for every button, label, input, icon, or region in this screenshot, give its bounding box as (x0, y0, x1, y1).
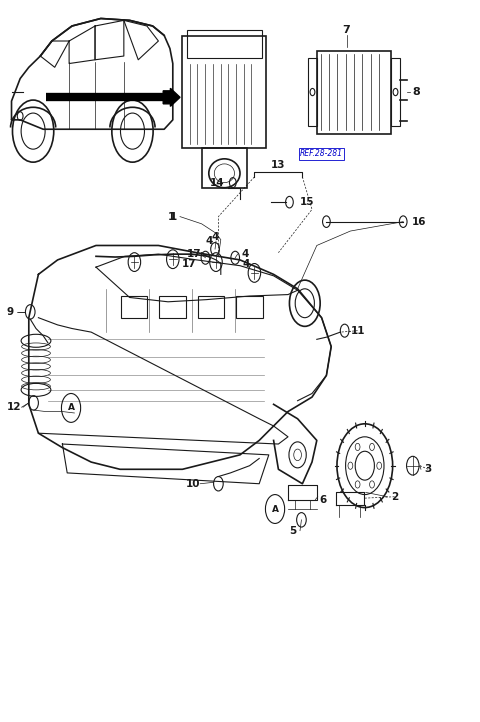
Text: 4: 4 (242, 258, 250, 269)
Bar (391, 58, 400, 126)
Text: 16: 16 (412, 217, 426, 227)
Text: A: A (272, 505, 278, 513)
Bar (317, 51, 391, 134)
Text: 4: 4 (241, 249, 249, 259)
Bar (308, 58, 317, 126)
Text: 7: 7 (343, 25, 350, 35)
Text: 15: 15 (300, 197, 314, 207)
Bar (187, 30, 262, 58)
Text: 13: 13 (271, 160, 286, 170)
Bar (202, 148, 247, 188)
FancyArrow shape (163, 88, 180, 106)
Bar (236, 296, 263, 318)
Bar (182, 36, 266, 148)
Text: 5: 5 (289, 526, 297, 536)
Bar (121, 296, 147, 318)
Text: A: A (68, 404, 74, 412)
Text: 17: 17 (187, 249, 201, 259)
Text: 4: 4 (211, 232, 219, 242)
Text: 6: 6 (319, 495, 326, 505)
Text: 14: 14 (210, 178, 224, 188)
Text: 4: 4 (205, 236, 213, 246)
Text: 2: 2 (391, 492, 398, 502)
Text: 12: 12 (7, 402, 22, 412)
Text: 10: 10 (186, 479, 200, 489)
Bar (198, 296, 224, 318)
Text: 1: 1 (169, 212, 177, 222)
Text: 17: 17 (182, 258, 197, 269)
Bar (159, 296, 186, 318)
Text: REF.28-281: REF.28-281 (300, 149, 343, 158)
Text: 11: 11 (350, 326, 365, 336)
Text: 8: 8 (413, 87, 420, 97)
Text: 3: 3 (424, 464, 432, 474)
Text: 9: 9 (6, 307, 13, 317)
Text: 1: 1 (168, 212, 176, 222)
